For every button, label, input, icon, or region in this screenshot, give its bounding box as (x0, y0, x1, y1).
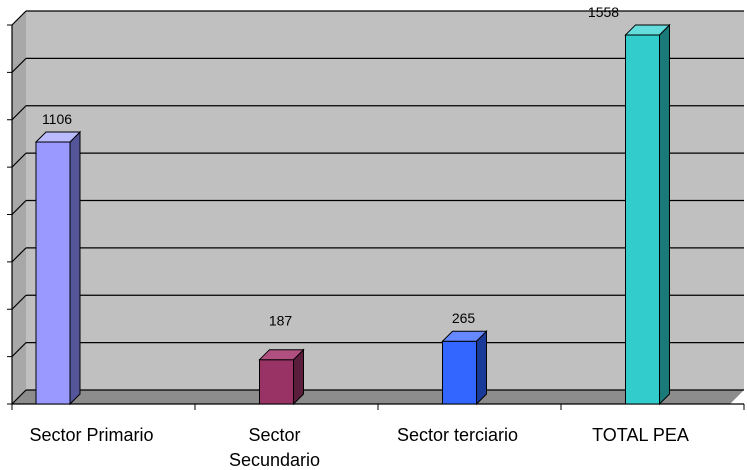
gridline-side (11, 200, 27, 215)
axes (7, 24, 745, 410)
gridline-side (11, 294, 27, 310)
category-label-line: Secundario (229, 450, 320, 470)
gridline-side (11, 389, 27, 405)
bar-side (69, 130, 81, 406)
bar-group (624, 23, 671, 406)
gridline-side (11, 57, 27, 73)
bar-group (258, 348, 305, 406)
bar-group (441, 330, 488, 406)
category-label: Sector terciario (397, 425, 518, 445)
data-label: 265 (452, 310, 476, 326)
data-label: 187 (269, 313, 293, 329)
gridline-side (11, 342, 27, 358)
bar (625, 34, 660, 405)
bar-group (34, 130, 82, 406)
bar-top (258, 349, 305, 361)
gridlines (11, 10, 744, 405)
bar (442, 340, 477, 405)
bar-side (659, 23, 670, 406)
gridline-side (11, 247, 27, 263)
gridline-side (11, 10, 27, 26)
gridline-side (11, 105, 27, 121)
bar-top (34, 131, 82, 143)
category-label-line: Sector Primario (29, 425, 153, 445)
data-label: 1558 (588, 4, 619, 20)
bar-side (476, 330, 487, 406)
bars (34, 23, 671, 406)
category-labels: Sector Primario Sector Secundario Sector te… (29, 425, 688, 470)
category-label: Sector Primario (29, 425, 153, 445)
category-label-line: TOTAL PEA (592, 425, 689, 445)
bar-top (624, 24, 671, 36)
category-label-line: Sector (248, 425, 300, 445)
bar (35, 141, 71, 405)
bar-top (441, 330, 488, 342)
category-label-line: Sector terciario (397, 425, 518, 445)
plot-floor (12, 390, 744, 404)
category-label: Sector Secundario (229, 425, 320, 470)
category-label: TOTAL PEA (592, 425, 689, 445)
bar (259, 359, 294, 405)
gridline-side (11, 152, 27, 168)
data-labels: 1106 187 265 1558 (42, 4, 619, 329)
data-label: 1106 (42, 111, 72, 127)
